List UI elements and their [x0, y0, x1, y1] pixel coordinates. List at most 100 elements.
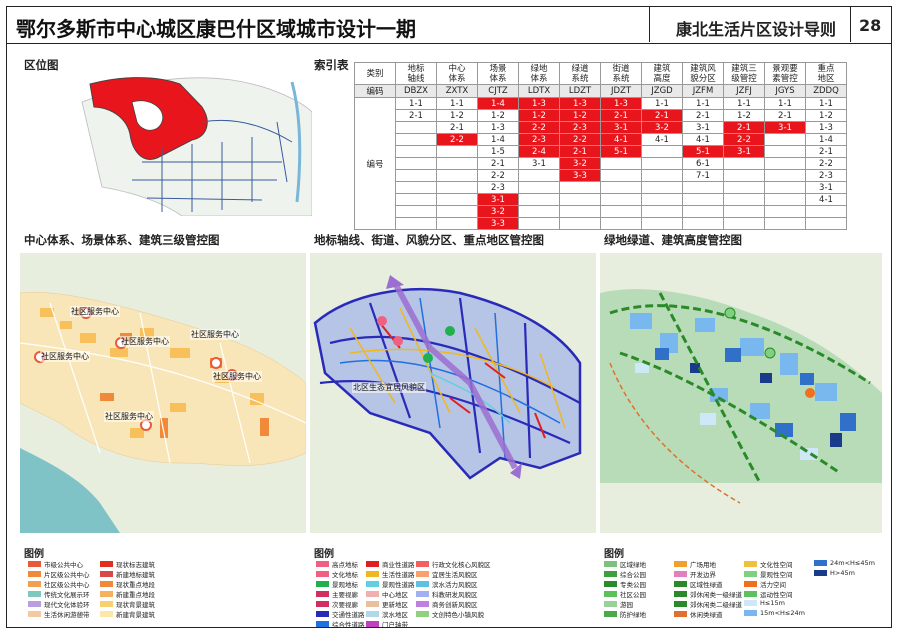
legend-label: 景观性空间 — [760, 571, 793, 579]
legend-label: 运动性空间 — [760, 591, 793, 599]
legend-label: 防护绿地 — [620, 611, 646, 619]
index-cell: 3-1 — [477, 193, 519, 206]
index-column-code: ZXTX — [436, 84, 478, 98]
index-cell — [559, 181, 601, 194]
legend-label: 片区级公共中心 — [44, 571, 90, 579]
legend-label: 15m<H≤24m — [760, 609, 805, 617]
legend-swatch — [316, 611, 329, 617]
legend-item: 综合公园 — [604, 569, 646, 579]
index-cell: 1-4 — [477, 133, 519, 146]
legend-swatch — [604, 571, 617, 577]
index-cell: 1-4 — [805, 133, 847, 146]
index-cell — [641, 145, 683, 158]
index-cell: 1-2 — [477, 109, 519, 122]
index-cell — [723, 193, 765, 206]
index-column-code: CJTZ — [477, 84, 519, 98]
index-cell: 1-2 — [559, 109, 601, 122]
index-cell — [764, 169, 806, 182]
legend-swatch — [416, 581, 429, 587]
legend-label: 郊休闲类二级绿道 — [690, 601, 742, 609]
legend-swatch — [316, 601, 329, 607]
legend-label: 滨水活力风貌区 — [432, 581, 478, 589]
index-column-name: 建筑三 级管控 — [723, 62, 765, 85]
map-label: 社区服务中心 — [70, 306, 120, 317]
legend-item: 游园 — [604, 599, 633, 609]
legend-title: 图例 — [314, 549, 334, 560]
index-cell — [764, 181, 806, 194]
legend-label: 交通性道路 — [332, 611, 365, 619]
legend-swatch — [744, 591, 757, 597]
index-cell — [395, 217, 437, 230]
legend-item: 24m<H≤45m — [814, 559, 875, 567]
legend-label: H≤15m — [760, 599, 785, 607]
legend-swatch — [28, 601, 41, 607]
legend-item: 郊休闲类一级绿道 — [674, 589, 742, 599]
index-row: 3-3 — [355, 217, 847, 230]
legend-label: 门户轴带 — [382, 621, 408, 629]
legend-item: 新建背景建筑 — [100, 609, 155, 619]
index-cell: 3-1 — [805, 181, 847, 194]
index-cell: 5-1 — [682, 145, 724, 158]
header-divider — [649, 6, 650, 42]
index-column-name: 街道 系统 — [600, 62, 642, 85]
index-cell: 1-1 — [805, 97, 847, 110]
index-cell — [682, 217, 724, 230]
index-cell — [518, 217, 560, 230]
legend-label: 开发边界 — [690, 571, 716, 579]
index-cell: 1-1 — [764, 97, 806, 110]
index-column-name: 场景 体系 — [477, 62, 519, 85]
index-cell — [436, 145, 478, 158]
legend-item: H>45m — [814, 569, 855, 577]
index-cell: 2-1 — [559, 145, 601, 158]
legend-label: H>45m — [830, 569, 855, 577]
legend-label: 文化性空间 — [760, 561, 793, 569]
legend-swatch — [744, 571, 757, 577]
index-cell: 1-2 — [436, 109, 478, 122]
index-cell: 1-3 — [559, 97, 601, 110]
legend-item: 景观性道路 — [366, 579, 415, 589]
index-column-name: 景观要 素管控 — [764, 62, 806, 85]
index-cell — [805, 217, 847, 230]
index-cell: 1-3 — [477, 121, 519, 134]
index-column-code: JZFJ — [723, 84, 765, 98]
legend-swatch — [674, 601, 687, 607]
legend-item: 专类公园 — [604, 579, 646, 589]
index-code-label: 编码 — [354, 84, 396, 98]
legend-swatch — [604, 611, 617, 617]
index-cell — [395, 145, 437, 158]
legend-item: 主要视廊 — [316, 589, 358, 599]
index-cell — [395, 181, 437, 194]
legend-item: 现代文化体验环 — [28, 599, 90, 609]
index-cell: 3-3 — [477, 217, 519, 230]
legend-swatch — [100, 571, 113, 577]
legend-label: 新建重点地段 — [116, 591, 155, 599]
legend-label: 现代文化体验环 — [44, 601, 90, 609]
index-cell — [600, 193, 642, 206]
legend-label: 区域性绿道 — [690, 581, 723, 589]
index-cell: 1-1 — [682, 97, 724, 110]
index-cell: 1-4 — [477, 97, 519, 110]
legend-swatch — [674, 561, 687, 567]
index-cell — [518, 193, 560, 206]
index-cell: 2-2 — [805, 157, 847, 170]
index-row: 3-2 — [355, 205, 847, 218]
index-cell — [518, 169, 560, 182]
legend-swatch — [366, 611, 379, 617]
index-cell: 1-3 — [518, 97, 560, 110]
index-cell — [395, 205, 437, 218]
index-cell — [395, 193, 437, 206]
index-cell: 2-1 — [395, 109, 437, 122]
index-cell — [600, 181, 642, 194]
legend-label: 现状重点地段 — [116, 581, 155, 589]
map-green-height — [600, 253, 882, 533]
index-cell — [559, 217, 601, 230]
legend-swatch — [744, 610, 757, 616]
index-column-name: 建筑 高度 — [641, 62, 683, 85]
page-header: 鄂尔多斯市中心城区康巴什区域城市设计一期 康北生活片区设计导则 28 — [6, 6, 892, 44]
legend-swatch — [366, 591, 379, 597]
legend-swatch — [100, 611, 113, 617]
legend-swatch — [814, 570, 827, 576]
index-cell — [805, 205, 847, 218]
index-row: 2-2 3-3 7-1 2-3 — [355, 169, 847, 182]
section-label-panel1: 中心体系、场景体系、建筑三级管控图 — [24, 233, 220, 247]
